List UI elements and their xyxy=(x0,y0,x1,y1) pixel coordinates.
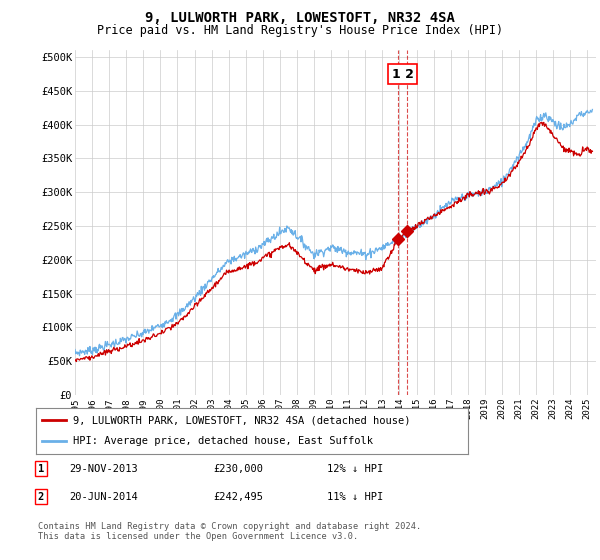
Text: Contains HM Land Registry data © Crown copyright and database right 2024.
This d: Contains HM Land Registry data © Crown c… xyxy=(38,522,421,542)
Text: £230,000: £230,000 xyxy=(213,464,263,474)
Text: Price paid vs. HM Land Registry's House Price Index (HPI): Price paid vs. HM Land Registry's House … xyxy=(97,24,503,36)
Text: 2: 2 xyxy=(38,492,44,502)
Text: 9, LULWORTH PARK, LOWESTOFT, NR32 4SA (detached house): 9, LULWORTH PARK, LOWESTOFT, NR32 4SA (d… xyxy=(73,415,410,425)
Text: £242,495: £242,495 xyxy=(213,492,263,502)
Text: 29-NOV-2013: 29-NOV-2013 xyxy=(69,464,138,474)
Text: 20-JUN-2014: 20-JUN-2014 xyxy=(69,492,138,502)
Text: 12% ↓ HPI: 12% ↓ HPI xyxy=(327,464,383,474)
Text: 1: 1 xyxy=(38,464,44,474)
Text: 1 2: 1 2 xyxy=(392,68,413,81)
Text: 9, LULWORTH PARK, LOWESTOFT, NR32 4SA: 9, LULWORTH PARK, LOWESTOFT, NR32 4SA xyxy=(145,11,455,25)
Text: 11% ↓ HPI: 11% ↓ HPI xyxy=(327,492,383,502)
Text: HPI: Average price, detached house, East Suffolk: HPI: Average price, detached house, East… xyxy=(73,436,373,446)
